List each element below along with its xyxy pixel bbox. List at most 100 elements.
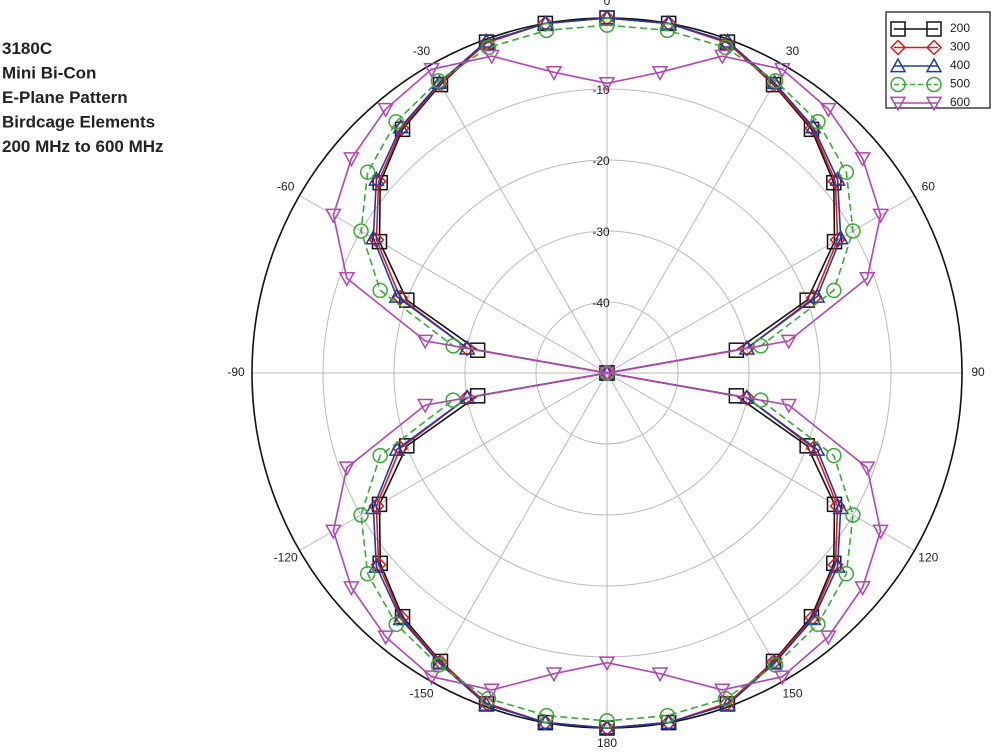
marker — [430, 73, 447, 89]
angle-label: 150 — [782, 686, 802, 700]
legend-marker — [926, 76, 942, 93]
marker — [445, 338, 461, 354]
marker — [738, 389, 755, 406]
marker — [659, 707, 676, 724]
marker — [854, 581, 871, 597]
marker — [832, 499, 849, 515]
marker — [388, 616, 404, 633]
spoke — [606, 195, 915, 374]
title-line: Birdcage Elements — [2, 113, 155, 132]
marker — [416, 334, 434, 350]
marker — [659, 22, 676, 39]
marker — [359, 566, 376, 582]
marker — [353, 223, 369, 239]
marker — [845, 223, 861, 239]
marker — [599, 17, 615, 33]
angle-label: -60 — [277, 180, 295, 194]
legend-label: 600 — [950, 95, 970, 109]
r-tick-label: -40 — [592, 296, 610, 310]
marker — [372, 447, 388, 464]
angle-label: 90 — [971, 365, 985, 379]
marker — [538, 707, 555, 724]
marker — [537, 14, 554, 30]
angle-label: -120 — [274, 551, 298, 565]
marker — [753, 392, 769, 408]
title-line: 200 MHz to 600 MHz — [2, 137, 164, 156]
spoke — [429, 65, 608, 374]
spoke — [606, 372, 785, 681]
spoke — [606, 372, 915, 551]
marker — [858, 461, 876, 477]
title-line: E-Plane Pattern — [2, 88, 128, 107]
angle-label: 120 — [918, 551, 938, 565]
marker — [714, 49, 731, 65]
marker — [372, 282, 388, 299]
marker — [780, 398, 798, 414]
marker — [377, 102, 394, 118]
marker — [854, 152, 871, 168]
marker — [359, 164, 376, 180]
legend-marker — [889, 57, 907, 73]
title-line: 3180C — [2, 39, 52, 58]
marker — [480, 39, 497, 56]
marker — [774, 62, 791, 78]
marker — [858, 271, 876, 287]
marker — [368, 170, 385, 186]
legend-marker — [926, 21, 942, 37]
grid-ring — [464, 230, 750, 516]
marker — [377, 630, 394, 646]
r-tick-label: -20 — [592, 154, 610, 168]
marker — [545, 667, 563, 683]
marker — [738, 340, 755, 357]
marker — [469, 342, 486, 358]
marker — [483, 49, 500, 65]
marker — [343, 581, 360, 597]
title-line: Mini Bi-Con — [2, 64, 96, 83]
title-block: 3180C Mini Bi-Con E-Plane Pattern Birdcage … — [2, 39, 164, 156]
legend-label: 300 — [950, 40, 970, 54]
marker — [538, 22, 555, 39]
marker — [827, 173, 844, 190]
angle-label: -90 — [227, 365, 245, 379]
marker — [829, 557, 846, 573]
angle-label: -30 — [413, 44, 431, 58]
marker — [416, 398, 434, 414]
spoke — [299, 372, 608, 551]
angle-label: 0 — [604, 0, 611, 8]
marker — [810, 113, 826, 130]
marker — [799, 438, 815, 454]
marker — [651, 667, 669, 683]
marker — [826, 282, 842, 299]
marker — [820, 630, 837, 646]
marker — [820, 102, 837, 118]
series-line — [332, 55, 882, 691]
marker — [774, 670, 791, 686]
marker — [365, 229, 382, 245]
marker — [598, 9, 616, 27]
legend-box — [885, 11, 991, 109]
plot — [325, 9, 889, 737]
marker — [325, 524, 342, 540]
marker — [478, 696, 495, 711]
legend-marker — [889, 39, 907, 56]
marker — [445, 392, 461, 408]
marker — [599, 713, 615, 729]
legend: 200 300 400 500 600 — [885, 11, 991, 112]
marker — [399, 292, 415, 308]
marker — [872, 208, 889, 224]
marker — [353, 507, 369, 523]
angle-label: 30 — [786, 44, 800, 58]
marker — [805, 118, 822, 134]
marker — [826, 447, 842, 464]
marker — [780, 334, 798, 350]
marker — [598, 76, 616, 92]
marker — [399, 438, 415, 454]
legend-label: 200 — [950, 21, 970, 35]
marker — [598, 366, 616, 382]
marker — [423, 62, 440, 78]
marker — [829, 170, 846, 186]
marker — [388, 113, 404, 130]
legend-marker — [889, 96, 907, 112]
marker — [714, 683, 731, 699]
